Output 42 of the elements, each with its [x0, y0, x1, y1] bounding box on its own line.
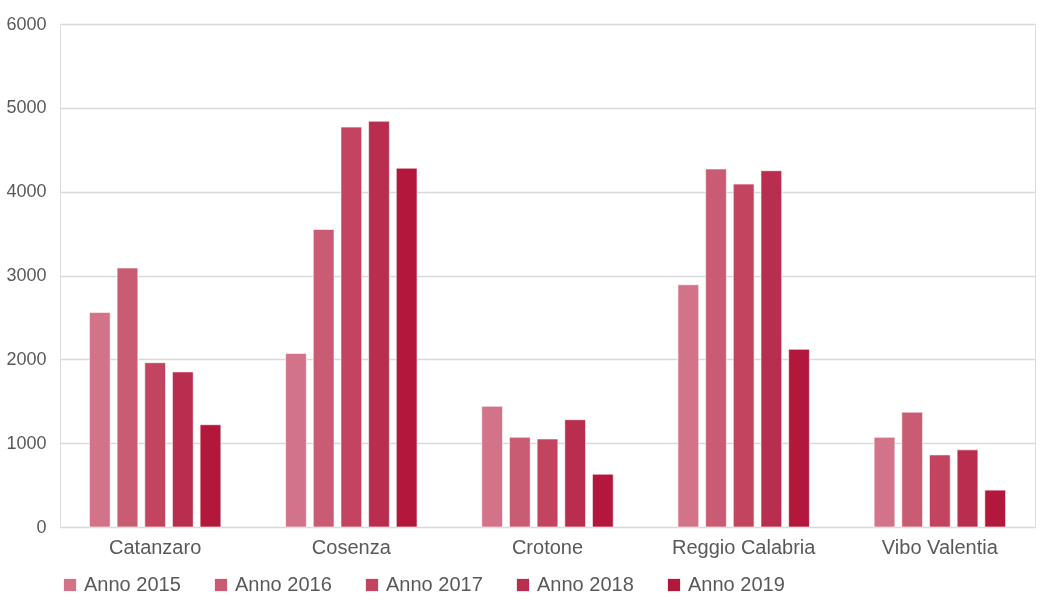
y-tick-label: 6000: [6, 13, 47, 34]
bar: [928, 454, 951, 528]
x-tick-label: Crotone: [511, 535, 584, 558]
legend-label: Anno 2019: [688, 573, 785, 595]
bar: [984, 489, 1007, 528]
bar: [760, 170, 783, 528]
bar: [705, 168, 727, 528]
bar: [171, 371, 194, 528]
bar: [536, 438, 559, 528]
bar: [788, 348, 810, 528]
y-tick-label: 4000: [6, 181, 47, 202]
x-tick-label: Vibo Valentia: [881, 535, 999, 558]
y-tick-label: 0: [36, 516, 47, 537]
bar: [312, 228, 335, 528]
bar: [285, 352, 307, 528]
y-tick-label: 2000: [6, 348, 47, 369]
bar: [732, 183, 755, 528]
legend-label: Anno 2018: [537, 573, 634, 595]
bar: [508, 436, 531, 528]
bar: [677, 284, 700, 528]
bar: [564, 419, 587, 528]
y-tick-label: 5000: [6, 97, 47, 118]
bar: [144, 362, 167, 528]
bar: [395, 167, 418, 528]
bar: [116, 267, 139, 528]
bar: [481, 405, 504, 528]
x-tick-label: Catanzaro: [109, 535, 202, 558]
x-tick-label: Cosenza: [311, 535, 392, 558]
y-tick-label: 1000: [6, 432, 47, 453]
y-tick-label: 3000: [6, 265, 47, 285]
bar: [88, 311, 111, 528]
legend-label: Anno 2016: [235, 573, 332, 595]
bar: [368, 120, 390, 528]
x-tick-label: Reggio Calabria: [671, 535, 817, 558]
bar: [340, 126, 363, 528]
bar: [956, 449, 979, 528]
bar: [591, 473, 614, 528]
bar: [901, 411, 924, 528]
legend-label: Anno 2017: [386, 573, 483, 595]
bar: [873, 436, 896, 528]
bar: [199, 424, 222, 528]
legend-label: Anno 2015: [84, 573, 181, 595]
